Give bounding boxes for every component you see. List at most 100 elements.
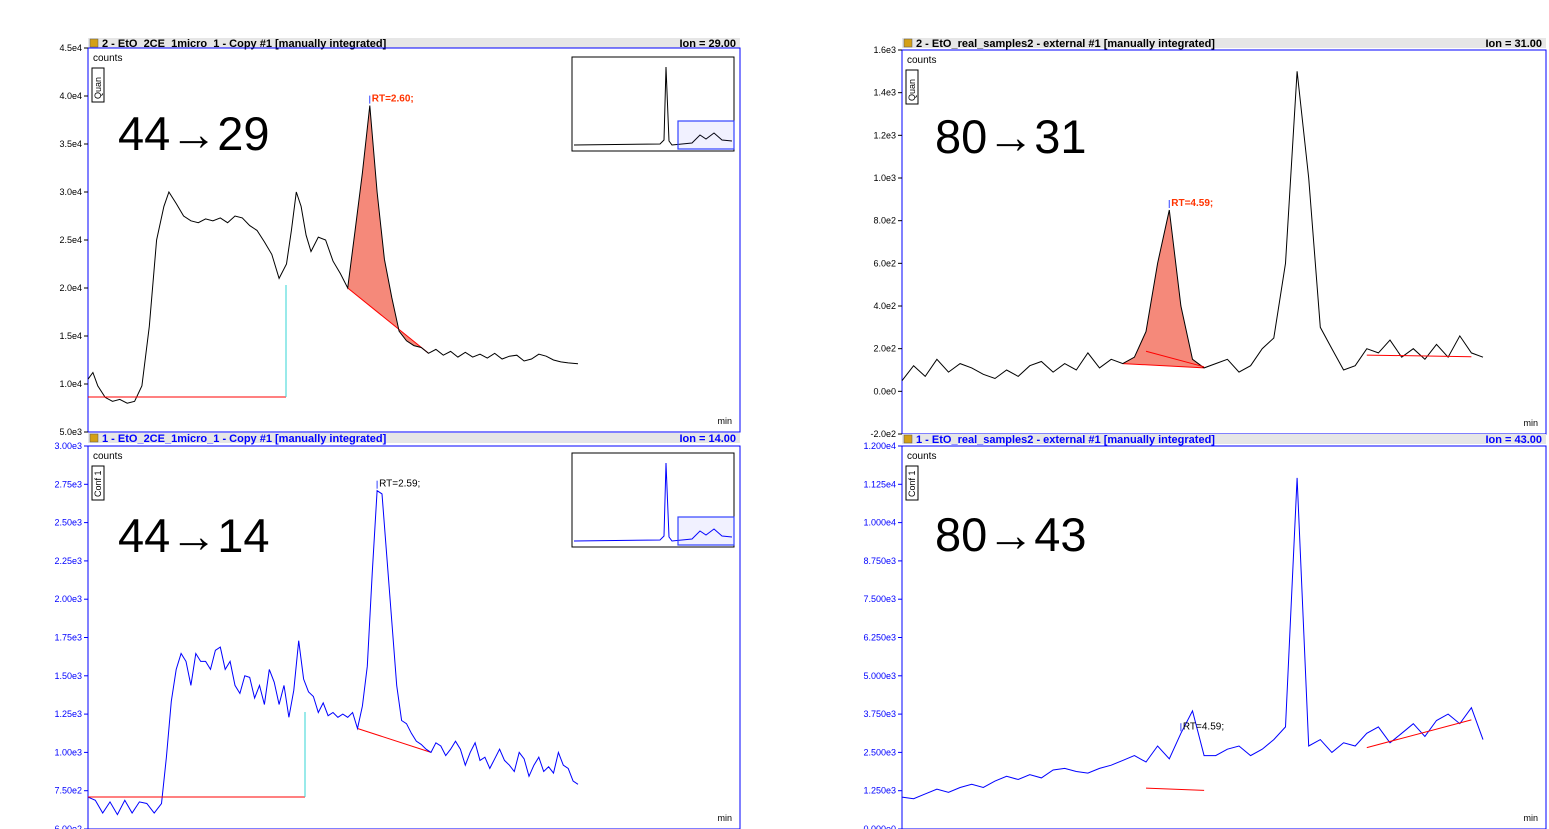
side-label-box	[905, 69, 919, 105]
y-tick-label: 1.4e3	[873, 88, 896, 98]
peak-baseline	[1146, 787, 1205, 791]
transition-label: 80→31	[935, 110, 1087, 163]
y-tick-label: 1.200e4	[863, 441, 896, 451]
side-label-box	[91, 465, 105, 501]
y-tick-label: 1.0e3	[873, 173, 896, 183]
y-tick-label: 5.000e3	[863, 671, 896, 681]
y-tick-label: 4.0e2	[873, 301, 896, 311]
retention-time-label: RT=2.60;	[372, 94, 414, 105]
peak-baseline	[1122, 363, 1205, 369]
chromatogram-trace	[87, 105, 579, 404]
peak-baseline	[357, 727, 432, 753]
counts-label: counts	[907, 55, 936, 66]
y-tick-label: 2.00e3	[54, 594, 82, 604]
transition-label: 44→14	[118, 509, 270, 562]
panel-title: 1 - EtO_2CE_1micro_1 - Copy #1 [manually…	[102, 433, 387, 445]
chromatogram-trace	[87, 489, 579, 816]
y-tick-label: 2.500e3	[863, 747, 896, 757]
y-tick-label: 1.5e4	[59, 331, 82, 341]
overview-inset	[571, 56, 735, 152]
side-label: Conf 1	[93, 470, 103, 497]
trace-icon	[89, 38, 99, 48]
counts-label: counts	[907, 451, 936, 462]
panel-title: 2 - EtO_real_samples2 - external #1 [man…	[916, 38, 1215, 50]
y-tick-label: -2.0e2	[870, 429, 896, 439]
panel-title: 2 - EtO_2CE_1micro_1 - Copy #1 [manually…	[102, 38, 387, 50]
y-tick-label: 0.0e0	[873, 386, 896, 396]
trace-icon	[903, 38, 913, 48]
counts-label: counts	[93, 53, 122, 64]
x-unit-label: min	[1523, 813, 1538, 823]
side-label: Quan	[907, 79, 917, 101]
side-label-box	[91, 67, 105, 103]
x-unit-label: min	[1523, 418, 1538, 428]
title-bar	[88, 433, 740, 443]
x-unit-label: min	[717, 416, 732, 426]
panel-title: 1 - EtO_real_samples2 - external #1 [man…	[916, 434, 1215, 446]
ion-label: Ion = 43.00	[1485, 434, 1542, 446]
y-tick-label: 7.500e3	[863, 594, 896, 604]
retention-time-label: RT=2.59;	[379, 479, 420, 490]
y-tick-label: 1.125e4	[863, 479, 896, 489]
y-tick-label: 7.50e2	[54, 786, 82, 796]
peak-baseline	[1366, 719, 1472, 749]
integrated-peak-area	[347, 105, 429, 354]
panel-4: 1 - EtO_real_samples2 - external #1 [man…	[863, 434, 1547, 829]
transition-label: 80→43	[935, 508, 1087, 561]
y-tick-label: 1.00e3	[54, 747, 82, 757]
trace-icon	[89, 433, 99, 443]
panel-2: 1 - EtO_2CE_1micro_1 - Copy #1 [manually…	[54, 433, 741, 829]
peak-baseline	[1366, 354, 1472, 358]
y-tick-label: 1.250e3	[863, 786, 896, 796]
y-tick-label: 1.000e4	[863, 518, 896, 528]
transition-label: 44→29	[118, 107, 270, 160]
chromatogram-trace	[901, 477, 1484, 800]
trace-icon	[903, 434, 913, 444]
inset-frame	[571, 452, 735, 548]
ion-label: Ion = 14.00	[679, 433, 736, 445]
inset-frame	[571, 56, 735, 152]
y-tick-label: 6.0e2	[873, 258, 896, 268]
y-tick-label: 3.5e4	[59, 139, 82, 149]
retention-time-label: RT=4.59;	[1171, 198, 1213, 209]
panel-1: 2 - EtO_2CE_1micro_1 - Copy #1 [manually…	[59, 38, 741, 437]
y-tick-label: 4.0e4	[59, 91, 82, 101]
peak-baseline	[347, 287, 429, 354]
side-label: Conf 1	[907, 470, 917, 497]
y-tick-label: 1.75e3	[54, 633, 82, 643]
inset-zoom-box	[677, 120, 735, 150]
ion-label: Ion = 29.00	[679, 38, 736, 50]
chromatogram-trace	[901, 71, 1484, 382]
y-tick-label: 5.0e3	[59, 427, 82, 437]
panel-3: 2 - EtO_real_samples2 - external #1 [man…	[870, 38, 1547, 439]
y-tick-label: 2.5e4	[59, 235, 82, 245]
y-tick-label: 8.0e2	[873, 216, 896, 226]
y-tick-label: 1.25e3	[54, 709, 82, 719]
y-tick-label: 8.750e3	[863, 556, 896, 566]
y-tick-label: 1.2e3	[873, 130, 896, 140]
inset-trace	[573, 462, 733, 542]
title-bar	[902, 38, 1546, 48]
y-tick-label: 2.0e4	[59, 283, 82, 293]
side-label: Quan	[93, 77, 103, 99]
x-unit-label: min	[717, 813, 732, 823]
y-tick-label: 6.00e2	[54, 824, 82, 829]
y-tick-label: 1.6e3	[873, 45, 896, 55]
inset-trace	[573, 66, 733, 146]
ion-label: Ion = 31.00	[1485, 38, 1542, 50]
y-tick-label: 3.00e3	[54, 441, 82, 451]
inset-zoom-box	[677, 516, 735, 546]
y-tick-label: 3.750e3	[863, 709, 896, 719]
y-tick-label: 2.0e2	[873, 344, 896, 354]
counts-label: counts	[93, 451, 122, 462]
y-tick-label: 2.50e3	[54, 518, 82, 528]
title-bar	[902, 434, 1546, 444]
retention-time-label: RT=4.59;	[1183, 721, 1224, 732]
y-tick-label: 3.0e4	[59, 187, 82, 197]
peak-baseline	[1145, 350, 1205, 368]
integrated-peak-area	[1122, 210, 1205, 368]
title-bar	[88, 38, 740, 48]
y-tick-label: 0.000e0	[863, 824, 896, 829]
side-label-box	[905, 465, 919, 501]
